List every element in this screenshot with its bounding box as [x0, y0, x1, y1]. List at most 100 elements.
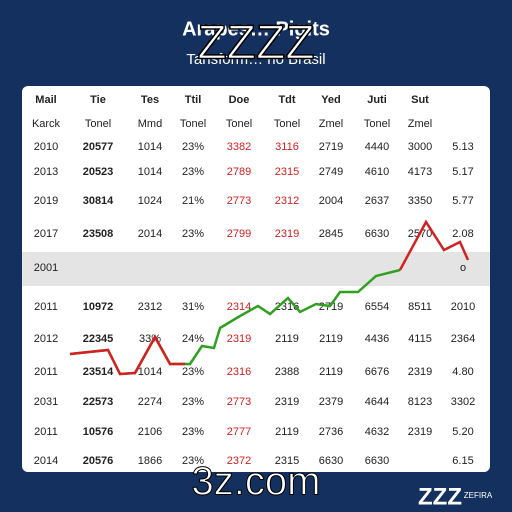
table-cell: 2019: [34, 195, 58, 207]
subheader-cell: Tonel: [85, 118, 111, 130]
table-cell: 2013: [34, 166, 58, 178]
table-cell: 2011: [34, 426, 58, 438]
table-cell: 2799: [227, 228, 251, 240]
table-cell: 4644: [365, 396, 389, 408]
table: Mail Tie Tes Ttil Doe Tdt Yed Juti Sut Karck Tonel…: [32, 94, 475, 467]
table-cell: 2010: [34, 141, 58, 153]
column-header: Yed: [321, 94, 341, 106]
table-cell: 6630: [319, 455, 343, 467]
table-cell: 3350: [408, 195, 432, 207]
table-cell: 23508: [83, 228, 114, 240]
table-cell: 2637: [365, 195, 389, 207]
table-cell: 5.17: [452, 166, 473, 178]
table-cell: 2004: [319, 195, 343, 207]
table-cell: 3302: [451, 396, 475, 408]
table-cell: 5.20: [452, 426, 473, 438]
title: Arapes… Pigits: [182, 18, 330, 40]
table-cell: 31%: [182, 301, 204, 313]
table-cell: 4440: [365, 141, 389, 153]
subheader-cell: Tonel: [180, 118, 206, 130]
subheader-cell: Tonel: [226, 118, 252, 130]
table-cell: 2312: [138, 301, 162, 313]
table-cell: 1014: [138, 141, 162, 153]
table-cell: 2106: [138, 426, 162, 438]
table-cell: 2315: [275, 455, 299, 467]
table-cell: 20576: [83, 455, 114, 467]
column-header: Mail: [35, 94, 56, 106]
table-cell: 4115: [408, 333, 432, 345]
column-header: Tdt: [278, 94, 295, 106]
table-cell: 10576: [83, 426, 114, 438]
table-cell: 4436: [365, 333, 389, 345]
table-cell: 5.13: [452, 141, 473, 153]
table-cell: 2010: [451, 301, 475, 313]
subheader-cell: Zmel: [319, 118, 343, 130]
table-cell: 2119: [319, 366, 343, 378]
table-cell: 2773: [227, 396, 251, 408]
table-cell: 2031: [34, 396, 58, 408]
table-cell: 8511: [408, 301, 432, 313]
table-cell: 2014: [138, 228, 162, 240]
table-cell: 4173: [408, 166, 432, 178]
logo-sub: ZEFIRA: [464, 491, 493, 500]
table-cell: 2719: [319, 141, 343, 153]
band-row: [22, 252, 490, 286]
table-cell: 2319: [275, 228, 299, 240]
table-cell: 5.77: [452, 195, 473, 207]
table-cell: 21%: [182, 195, 204, 207]
table-cell: 6630: [365, 228, 389, 240]
table-cell: 2011: [34, 366, 58, 378]
table-cell: 10972: [83, 301, 114, 313]
table-cell: 23%: [182, 455, 204, 467]
table-cell: 23%: [182, 396, 204, 408]
table-cell: 20523: [83, 166, 114, 178]
table-cell: 30814: [83, 195, 114, 207]
subheader-cell: Tonel: [274, 118, 300, 130]
table-cell: 2319: [275, 396, 299, 408]
table-cell: 8123: [408, 396, 432, 408]
column-header: Ttil: [185, 94, 202, 106]
column-header: Sut: [411, 94, 429, 106]
subheader-cell: Karck: [32, 118, 61, 130]
table-cell: 2773: [227, 195, 251, 207]
table-cell: 2012: [34, 333, 58, 345]
table-cell: 2014: [34, 455, 58, 467]
table-cell: 2119: [319, 333, 343, 345]
table-cell: 2001: [34, 262, 58, 274]
table-cell: 2119: [275, 426, 299, 438]
table-cell: 2364: [451, 333, 475, 345]
table-cell: 2388: [275, 366, 299, 378]
trend-line-red: [69, 334, 185, 376]
table-cell: 6676: [365, 366, 389, 378]
table-cell: 2312: [275, 195, 299, 207]
table-cell: 2845: [319, 228, 343, 240]
table-cell: 6554: [365, 301, 389, 313]
table-cell: 2314: [227, 301, 251, 313]
table-cell: 2319: [408, 426, 432, 438]
subheader-cell: Tonel: [364, 118, 390, 130]
table-cell: 2319: [227, 333, 251, 345]
table-cell: 2119: [275, 333, 299, 345]
table-cell: 2379: [319, 396, 343, 408]
table-cell: 20577: [83, 141, 114, 153]
logo: ZZZ: [418, 483, 462, 510]
table-cell: 2315: [275, 166, 299, 178]
table-cell: 6.15: [452, 455, 473, 467]
table-cell: 1024: [138, 195, 162, 207]
table-cell: 2.08: [452, 228, 473, 240]
column-header: Tie: [90, 94, 106, 106]
subtitle: Tansform… no Brasil: [186, 51, 325, 68]
table-cell: 4610: [365, 166, 389, 178]
subheader-cell: Zmel: [408, 118, 432, 130]
table-cell: 3000: [408, 141, 432, 153]
table-cell: 2789: [227, 166, 251, 178]
table-cell: 4.80: [452, 366, 473, 378]
table-cell: 2719: [319, 301, 343, 313]
table-cell: 23%: [182, 228, 204, 240]
table-cell: 1014: [138, 166, 162, 178]
table-cell: 2736: [319, 426, 343, 438]
table-cell: 2319: [408, 366, 432, 378]
table-cell: 22573: [83, 396, 114, 408]
